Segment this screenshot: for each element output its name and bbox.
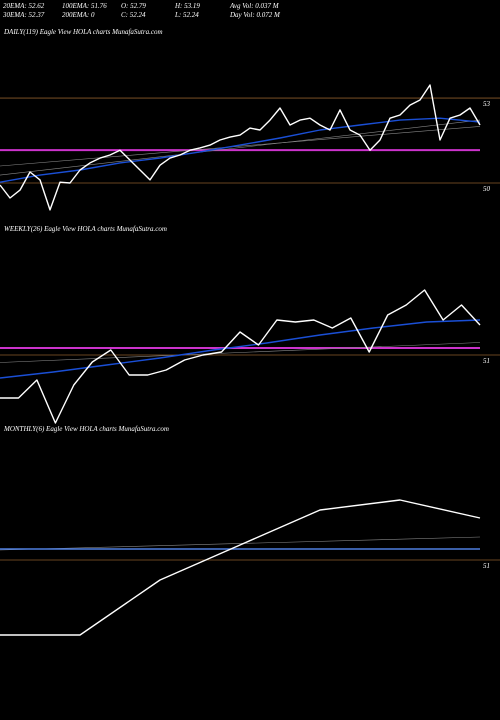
header-stat: C: 52.24 (121, 11, 146, 19)
header-stat: 30EMA: 52.37 (2, 11, 45, 19)
panel-title: DAILY(119) Eagle View HOLA charts Munafa… (3, 28, 163, 36)
panel-title: WEEKLY(26) Eagle View HOLA charts Munafa… (4, 225, 167, 233)
y-tick-label: 53 (483, 100, 491, 108)
header-stat: Day Vol: 0.072 M (229, 11, 281, 19)
y-tick-label: 50 (483, 185, 491, 193)
header-stat: L: 52.24 (174, 11, 199, 19)
y-tick-label: 51 (483, 562, 490, 570)
moving-average-line (0, 119, 481, 176)
price-line (0, 84, 481, 211)
price-line (0, 499, 481, 636)
moving-average-line (0, 342, 481, 363)
price-line (0, 289, 481, 424)
header-stat: 200EMA: 0 (62, 11, 95, 19)
price-line (0, 319, 481, 379)
moving-average-line (0, 536, 481, 551)
header-stat: 20EMA: 52.62 (3, 2, 45, 10)
header-stat: O: 52.79 (121, 2, 146, 10)
header-stat: H: 53.19 (174, 2, 200, 10)
panel-title: MONTHLY(6) Eagle View HOLA charts Munafa… (3, 425, 169, 433)
y-tick-label: 51 (483, 357, 490, 365)
header-stat: 100EMA: 51.76 (62, 2, 107, 10)
moving-average-line (0, 126, 481, 167)
header-stat: Avg Vol: 0.037 M (229, 2, 280, 10)
